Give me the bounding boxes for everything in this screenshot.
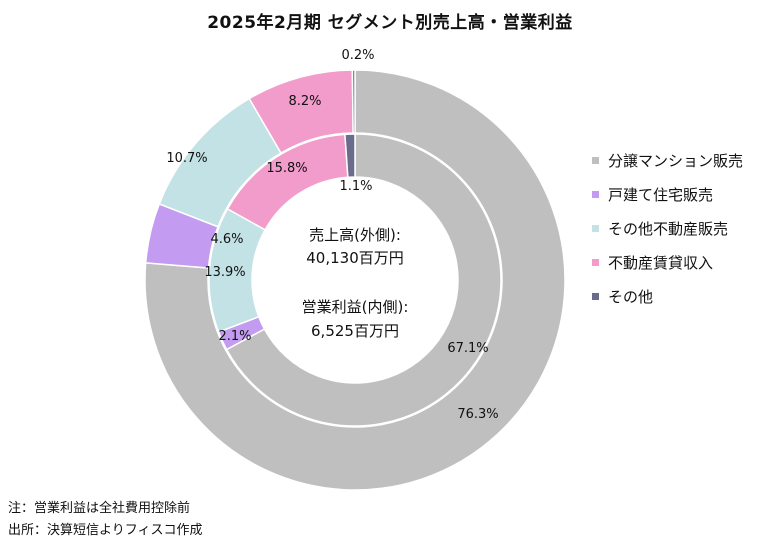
center-sales-value: 40,130百万円 <box>306 249 404 267</box>
legend-swatch <box>592 292 599 300</box>
inner-ring-profit <box>208 133 502 427</box>
inner-label-kodate: 2.1% <box>218 329 251 344</box>
note-source: 出所：決算短信よりフィスコ作成 <box>8 523 203 538</box>
legend-swatch <box>592 224 599 232</box>
center-sales-label: 売上高(外側): <box>309 226 401 244</box>
chart-title: 2025年2月期 セグメント別売上高・営業利益 <box>207 13 573 33</box>
outer-slice-bunjo-mansion <box>144 69 566 491</box>
legend-item-sonota: その他 <box>592 286 743 306</box>
outer-label-bunjo-mansion: 76.3% <box>457 407 498 422</box>
outer-label-other-realestate: 10.7% <box>166 151 207 166</box>
center-profit-label: 営業利益(内側): <box>302 298 409 316</box>
legend-item-kodate: 戸建て住宅販売 <box>592 184 743 204</box>
legend-label: その他不動産販売 <box>608 219 729 238</box>
legend-label: 戸建て住宅販売 <box>608 185 714 204</box>
outer-label-chintai: 8.2% <box>288 94 321 109</box>
inner-label-other-realestate: 13.9% <box>204 265 245 280</box>
legend-swatch <box>592 258 599 266</box>
inner-label-sonota: 1.1% <box>339 179 372 194</box>
inner-slice-sonota <box>344 133 356 179</box>
legend-item-chintai: 不動産賃貸収入 <box>592 252 743 272</box>
outer-ring-sales <box>144 69 566 491</box>
legend-item-other-realestate: その他不動産販売 <box>592 218 743 238</box>
note-operating-profit: 注：営業利益は全社費用控除前 <box>8 501 191 516</box>
legend-label: 分譲マンション販売 <box>608 151 744 170</box>
legend-swatch <box>592 156 599 164</box>
inner-label-chintai: 15.8% <box>266 161 307 176</box>
legend-label: 不動産賃貸収入 <box>608 253 714 272</box>
legend-swatch <box>592 190 599 198</box>
legend-item-bunjo-mansion: 分譲マンション販売 <box>592 150 743 170</box>
notes: 注：営業利益は全社費用控除前 出所：決算短信よりフィスコ作成 <box>8 498 202 542</box>
center-profit-value: 6,525百万円 <box>311 322 399 340</box>
inner-slice-bunjo-mansion <box>225 133 502 427</box>
legend: 分譲マンション販売 戸建て住宅販売 その他不動産販売 不動産賃貸収入 その他 <box>592 150 743 320</box>
inner-label-bunjo-mansion: 67.1% <box>447 341 488 356</box>
outer-label-sonota: 0.2% <box>341 48 374 63</box>
slice-labels: 76.3% 4.6% 10.7% 8.2% 0.2% 67.1% 2.1% 13.9% 15.8… <box>166 48 498 422</box>
legend-label: その他 <box>608 287 654 306</box>
outer-label-kodate: 4.6% <box>210 232 243 247</box>
outer-slice-sonota <box>351 69 356 134</box>
